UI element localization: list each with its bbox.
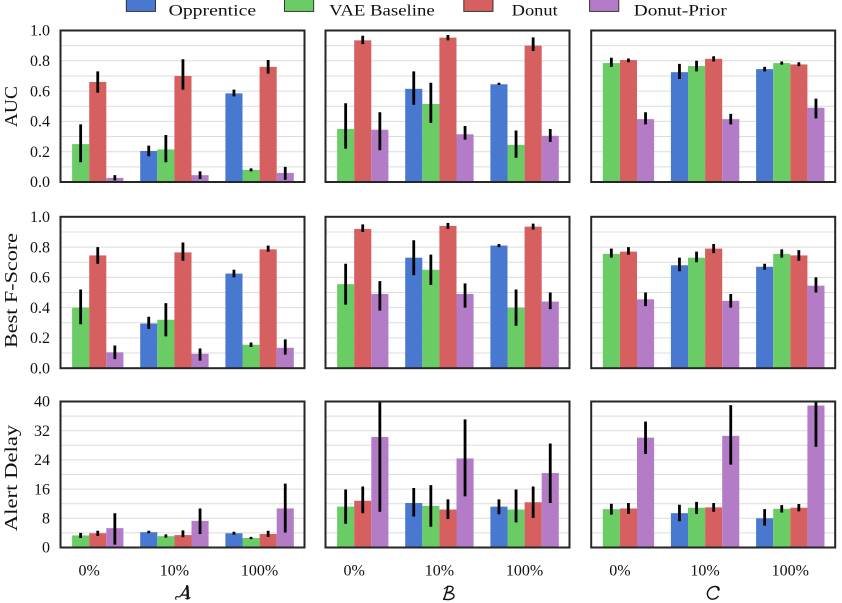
svg-text:0%: 0% (79, 563, 100, 580)
svg-text:16: 16 (34, 481, 50, 498)
svg-text:0.8: 0.8 (30, 239, 50, 256)
svg-text:0%: 0% (609, 563, 630, 580)
svg-text:8: 8 (42, 511, 50, 528)
svg-text:0.4: 0.4 (30, 300, 50, 317)
svg-text:24: 24 (34, 452, 50, 469)
svg-text:0.6: 0.6 (30, 83, 50, 100)
svg-text:1.0: 1.0 (30, 23, 50, 40)
svg-text:0.4: 0.4 (30, 114, 50, 131)
svg-text:0: 0 (42, 540, 50, 557)
svg-text:100%: 100% (506, 563, 543, 580)
svg-text:Donut: Donut (512, 3, 559, 20)
svg-text:32: 32 (34, 423, 50, 440)
svg-text:0.2: 0.2 (30, 144, 50, 161)
svg-text:Donut-Prior: Donut-Prior (634, 3, 728, 20)
svg-text:AUC: AUC (1, 86, 21, 127)
svg-text:Best F-Score: Best F-Score (1, 233, 21, 348)
svg-text:10%: 10% (425, 563, 454, 580)
svg-text:0.8: 0.8 (30, 53, 50, 70)
svg-text:0%: 0% (344, 563, 365, 580)
svg-text:100%: 100% (772, 563, 809, 580)
svg-text:Opprentice: Opprentice (169, 3, 257, 20)
svg-text:0.0: 0.0 (30, 360, 50, 377)
svg-text:0.0: 0.0 (30, 174, 50, 191)
svg-text:Alert Delay: Alert Delay (1, 424, 21, 531)
svg-text:0.2: 0.2 (30, 330, 50, 347)
svg-text:VAE Baseline: VAE Baseline (329, 3, 435, 20)
svg-text:40: 40 (34, 394, 50, 411)
svg-text:1.0: 1.0 (30, 209, 50, 226)
svg-text:0.6: 0.6 (30, 270, 50, 287)
svg-text:10%: 10% (690, 563, 719, 580)
svg-text:10%: 10% (160, 563, 189, 580)
svg-text:100%: 100% (241, 563, 278, 580)
